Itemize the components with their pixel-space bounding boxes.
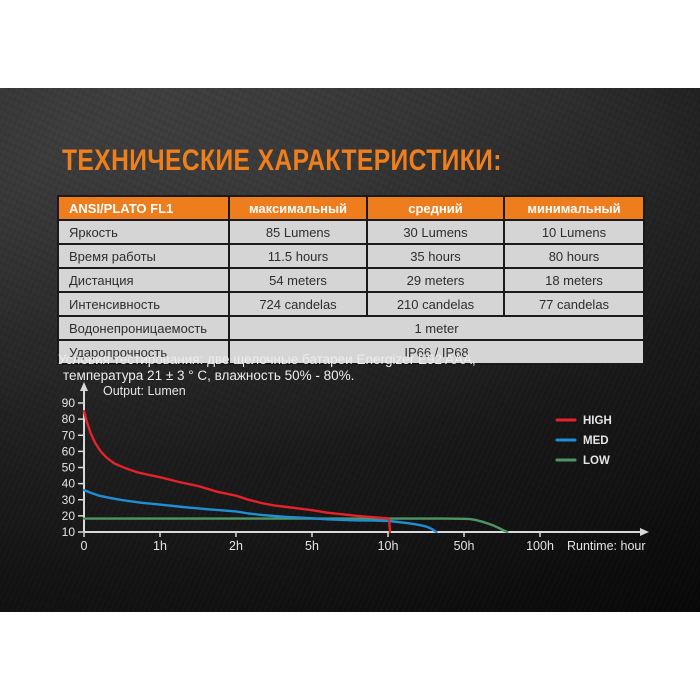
specs-table: ANSI/PLATO FL1 максимальный средний минимал…	[57, 195, 645, 365]
table-header-cell-mode: максимальный	[228, 195, 368, 221]
spec-label-cell: Время работы	[57, 243, 230, 269]
spec-row: Ударопрочность IP66 / IP68	[57, 339, 645, 365]
x-tick-label: 2h	[229, 539, 243, 553]
spec-value-cell: 724 candelas	[228, 291, 368, 317]
y-tick-label: 60	[62, 444, 76, 458]
x-tick-label: 1h	[153, 539, 167, 553]
spec-value-cell: 77 candelas	[503, 291, 645, 317]
table-header-row: ANSI/PLATO FL1 максимальный средний минимал…	[57, 195, 645, 221]
y-tick-label: 20	[62, 509, 76, 523]
y-tick-label: 90	[62, 396, 76, 410]
spec-label-cell: Интенсивность	[57, 291, 230, 317]
y-tick-label: 40	[62, 477, 76, 491]
chart-title: Output: Lumen	[103, 384, 186, 398]
table-header-cell-mode: минимальный	[503, 195, 645, 221]
spec-label-cell: Дистанция	[57, 267, 230, 293]
runtime-chart: 10 20 30 40 50 60 70 80 90 0 1h 2h 5h 10h 50h 100h Outpu…	[55, 380, 655, 558]
spec-row: Яркость 85 Lumens 30 Lumens 10 Lumens	[57, 219, 645, 245]
runtime-chart-svg: 10 20 30 40 50 60 70 80 90 0 1h 2h 5h 10h 50h 100h Outpu…	[62, 382, 649, 553]
y-tick-label: 10	[62, 525, 76, 539]
spec-label-cell: Водонепроницаемость	[57, 315, 230, 341]
spec-label-cell: Яркость	[57, 219, 230, 245]
spec-label-cell: Ударопрочность	[57, 339, 230, 365]
series-line-low	[82, 517, 509, 534]
spec-value-cell: 210 candelas	[366, 291, 505, 317]
series-line-high	[82, 409, 392, 534]
x-tick-label: 0	[81, 539, 88, 553]
spec-value-cell: 35 hours	[366, 243, 505, 269]
y-tick-label: 70	[62, 428, 76, 442]
spec-value-cell: 18 meters	[503, 267, 645, 293]
legend-label-med: MED	[583, 435, 609, 447]
spec-value-cell: 11.5 hours	[228, 243, 368, 269]
series-line-med	[82, 488, 438, 534]
spec-row: Время работы 11.5 hours 35 hours 80 hours	[57, 243, 645, 269]
y-tick-label: 50	[62, 461, 76, 475]
spec-value-cell: 80 hours	[503, 243, 645, 269]
x-axis-arrow	[640, 528, 649, 536]
spec-value-cell: 10 Lumens	[503, 219, 645, 245]
spec-value-cell: 85 Lumens	[228, 219, 368, 245]
legend-label-low: LOW	[583, 455, 610, 467]
page-title: ТЕХНИЧЕСКИЕ ХАРАКТЕРИСТИКИ:	[62, 144, 502, 177]
spec-value-cell: 29 meters	[366, 267, 505, 293]
spec-value-cell: 30 Lumens	[366, 219, 505, 245]
x-tick-label: 50h	[454, 539, 475, 553]
spec-row: Дистанция 54 meters 29 meters 18 meters	[57, 267, 645, 293]
spec-value-cell: 54 meters	[228, 267, 368, 293]
spec-row: Интенсивность 724 candelas 210 candelas 77 …	[57, 291, 645, 317]
spec-value-cell: 1 meter	[228, 315, 645, 341]
y-tick-label: 80	[62, 412, 76, 426]
test-conditions-line-2: температура 21 ± 3 ° C, влажность 50% - …	[63, 368, 355, 383]
y-tick-label: 30	[62, 493, 76, 507]
x-axis-title: Runtime: hour	[567, 539, 646, 553]
x-tick-label: 10h	[378, 539, 399, 553]
test-conditions: Условия тестирования: две щелочные батар…	[58, 352, 538, 384]
x-tick-label: 5h	[305, 539, 319, 553]
spec-row: Водонепроницаемость 1 meter	[57, 315, 645, 341]
x-tick-label: 100h	[526, 539, 554, 553]
test-conditions-line-1: Условия тестирования: две щелочные батар…	[58, 352, 476, 367]
spec-value-cell: IP66 / IP68	[228, 339, 645, 365]
y-axis-arrow	[80, 382, 88, 391]
table-header-cell-standard: ANSI/PLATO FL1	[57, 195, 230, 221]
table-header-cell-mode: средний	[366, 195, 505, 221]
legend-label-high: HIGH	[583, 415, 612, 427]
